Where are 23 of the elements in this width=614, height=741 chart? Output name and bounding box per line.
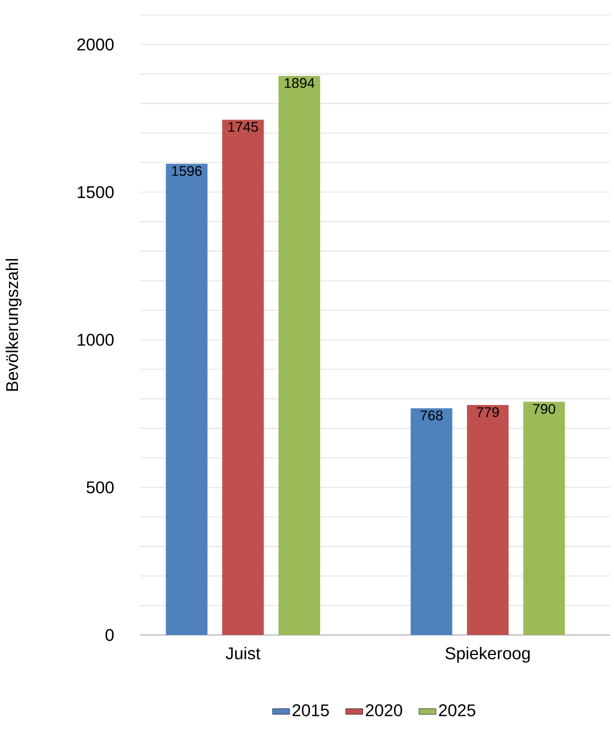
legend-label: 2015 <box>292 704 329 716</box>
data-label: 779 <box>476 407 499 418</box>
y-tick-label: 1500 <box>78 186 114 198</box>
bar <box>523 402 565 635</box>
bar <box>166 164 208 635</box>
y-tick-label: 0 <box>105 628 114 642</box>
legend-label: 2020 <box>366 704 402 716</box>
y-axis-title: Bevölkerungszahl <box>6 259 22 391</box>
y-tick-label: 1000 <box>78 334 114 346</box>
x-tick-label: Spiekeroog <box>445 646 530 663</box>
y-tick-label: 2000 <box>77 38 114 51</box>
data-label: 768 <box>420 410 442 420</box>
x-tick-label: Juist <box>226 646 260 660</box>
bar <box>278 76 320 635</box>
bar <box>410 408 452 635</box>
legend-label: 2025 <box>438 704 476 716</box>
bar <box>466 405 509 635</box>
data-label: 790 <box>533 404 556 414</box>
data-label: 1894 <box>284 78 314 88</box>
data-label: 1745 <box>228 122 258 132</box>
data-label: 1596 <box>172 166 202 176</box>
bar <box>222 120 264 635</box>
y-tick-label: 500 <box>86 481 114 494</box>
